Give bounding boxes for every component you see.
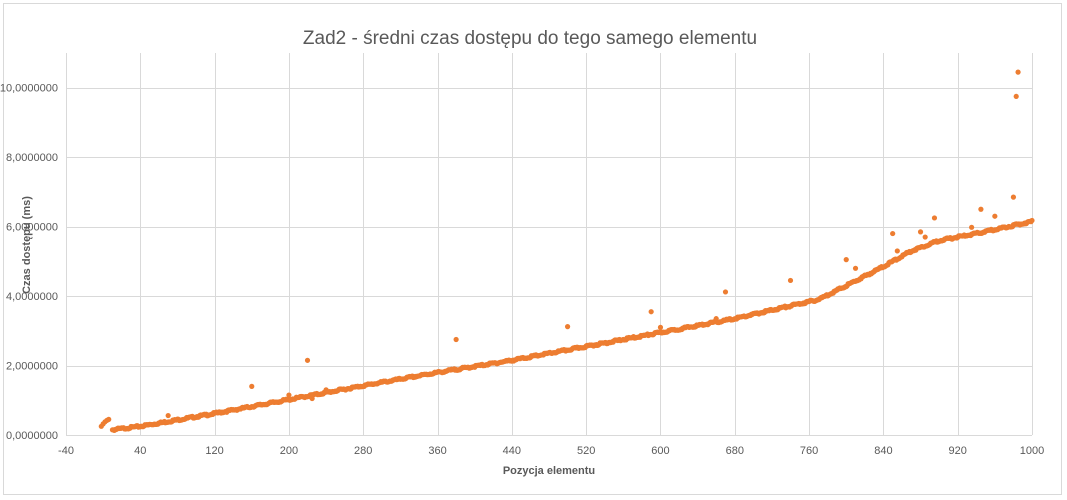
chart-area bbox=[3, 3, 1062, 495]
x-tick-label: 200 bbox=[280, 445, 298, 457]
data-point bbox=[564, 324, 571, 330]
x-tick-label: 280 bbox=[354, 445, 372, 457]
data-point bbox=[249, 383, 255, 389]
data-point bbox=[978, 206, 984, 212]
data-point bbox=[309, 395, 315, 402]
data-point bbox=[931, 215, 938, 221]
y-tick-label: 2,0000000 bbox=[6, 361, 58, 373]
data-point bbox=[165, 412, 171, 419]
x-tick-label: 840 bbox=[874, 445, 892, 457]
data-point bbox=[648, 309, 654, 315]
x-tick-label: 120 bbox=[205, 445, 223, 457]
x-axis-title: Pozycja elementu bbox=[503, 465, 595, 477]
y-tick-label: 4,0000000 bbox=[6, 291, 58, 303]
chart-title: Zad2 - średni czas dostępu do tego sameg… bbox=[303, 28, 757, 49]
y-axis-title: Czas dostępu (ms) bbox=[21, 196, 33, 294]
y-tick-label: 6,0000000 bbox=[6, 222, 58, 234]
y-tick-label: 0,0000000 bbox=[6, 430, 58, 442]
data-point bbox=[1029, 217, 1035, 224]
data-point bbox=[852, 265, 859, 271]
data-point bbox=[843, 257, 849, 263]
x-tick-label: -40 bbox=[58, 445, 74, 457]
x-tick-label: 440 bbox=[503, 445, 521, 457]
y-tick-label: 8,0000000 bbox=[6, 152, 58, 164]
data-point bbox=[1013, 93, 1019, 100]
data-point bbox=[722, 289, 729, 295]
x-tick-label: 360 bbox=[428, 445, 446, 457]
data-point bbox=[917, 229, 924, 235]
x-tick-label: 600 bbox=[651, 445, 669, 457]
data-point bbox=[787, 277, 794, 284]
x-tick-label: 920 bbox=[949, 445, 967, 457]
data-point bbox=[969, 224, 975, 230]
y-tick-labels: 0,0000000 2,0000000 4,0000000 6,0000000 8,00… bbox=[0, 83, 58, 442]
data-point bbox=[106, 416, 112, 422]
x-tick-label: 1000 bbox=[1020, 445, 1044, 457]
data-point bbox=[453, 336, 459, 343]
x-tick-label: 520 bbox=[577, 445, 595, 457]
gridlines bbox=[66, 53, 1033, 436]
data-point bbox=[304, 357, 311, 363]
y-tick-label: 10,0000000 bbox=[0, 83, 58, 95]
data-point bbox=[323, 387, 329, 393]
data-point bbox=[922, 234, 928, 240]
data-points bbox=[98, 69, 1035, 434]
x-tick-labels: -40 40 120 200 280 360 440 520 600 680 760 840 920 10… bbox=[58, 445, 1044, 457]
data-point bbox=[713, 316, 719, 322]
data-point bbox=[992, 213, 998, 219]
data-point bbox=[894, 248, 900, 254]
x-tick-label: 760 bbox=[800, 445, 818, 457]
x-tick-label: 40 bbox=[134, 445, 146, 457]
data-point bbox=[657, 324, 664, 330]
x-tick-label: 680 bbox=[726, 445, 744, 457]
data-point bbox=[1015, 69, 1021, 75]
data-point bbox=[890, 230, 896, 237]
data-point bbox=[1010, 194, 1017, 200]
data-point bbox=[286, 392, 292, 398]
